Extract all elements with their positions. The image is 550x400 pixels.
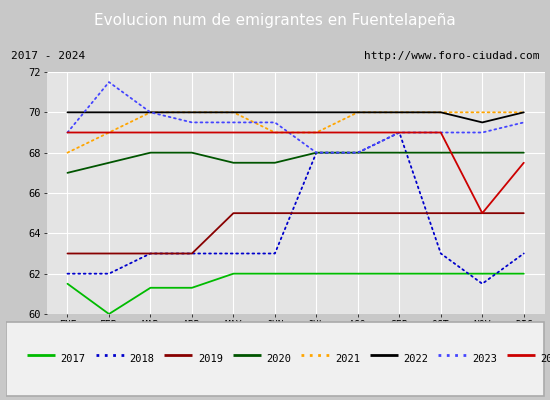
FancyBboxPatch shape bbox=[6, 322, 544, 396]
Text: 2024: 2024 bbox=[541, 354, 550, 364]
Text: 2021: 2021 bbox=[335, 354, 360, 364]
Text: 2019: 2019 bbox=[198, 354, 223, 364]
Text: Evolucion num de emigrantes en Fuentelapeña: Evolucion num de emigrantes en Fuentelap… bbox=[94, 14, 456, 28]
Text: 2022: 2022 bbox=[403, 354, 428, 364]
Text: 2017 - 2024: 2017 - 2024 bbox=[11, 51, 85, 61]
Text: 2017: 2017 bbox=[60, 354, 86, 364]
Text: 2020: 2020 bbox=[266, 354, 292, 364]
Text: 2018: 2018 bbox=[129, 354, 155, 364]
Text: http://www.foro-ciudad.com: http://www.foro-ciudad.com bbox=[364, 51, 539, 61]
Text: 2023: 2023 bbox=[472, 354, 497, 364]
